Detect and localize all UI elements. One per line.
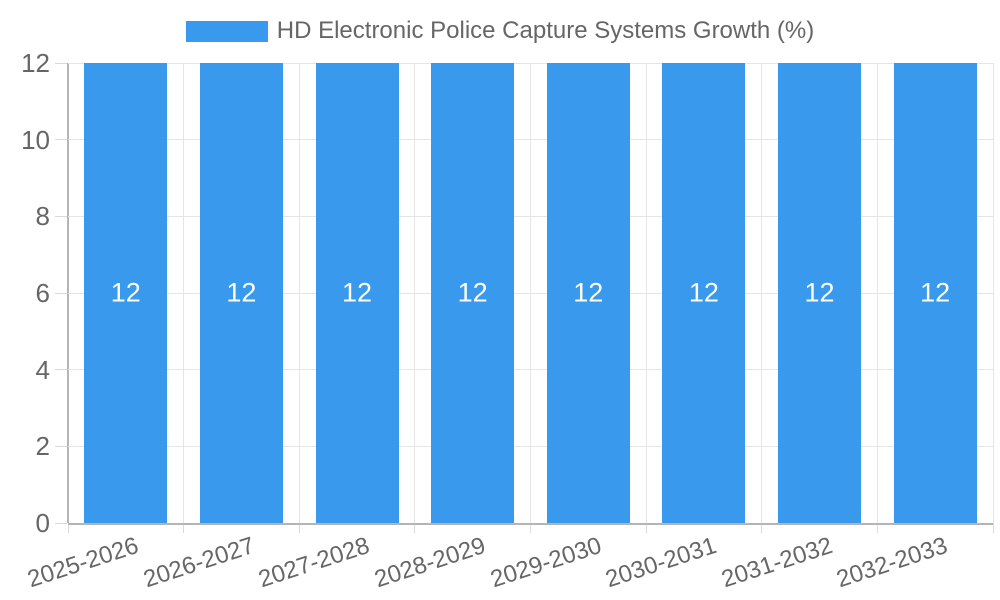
bar-value-label: 12 [573, 277, 604, 308]
x-gridline [761, 63, 763, 523]
legend-label: HD Electronic Police Capture Systems Gro… [276, 17, 815, 44]
bar[interactable]: 12 [84, 63, 168, 523]
x-axis-tick-label: 2027-2028 [255, 532, 374, 594]
bar[interactable]: 12 [893, 63, 977, 523]
bar[interactable]: 12 [315, 63, 399, 523]
legend-swatch [185, 20, 268, 42]
y-axis-tick-label: 12 [21, 48, 50, 78]
x-axis-line [68, 523, 993, 525]
x-axis-tick-label: 2030-2031 [602, 532, 720, 594]
chart-legend[interactable]: HD Electronic Police Capture Systems Gro… [0, 18, 1000, 44]
y-axis-tick-label: 2 [35, 431, 50, 462]
x-gridline [414, 63, 416, 523]
x-axis-tick [876, 523, 878, 533]
y-axis-tick [55, 292, 67, 294]
x-axis-tick [530, 523, 531, 533]
y-axis-tick-label: 0 [35, 508, 50, 538]
bar-value-label: 12 [226, 277, 257, 308]
bar[interactable]: 12 [431, 63, 515, 523]
bar-value-label: 12 [920, 277, 951, 308]
y-axis-tick [55, 369, 67, 371]
x-axis-tick [414, 523, 416, 533]
x-gridline [298, 63, 300, 523]
x-axis-tick [183, 523, 185, 533]
x-gridline [183, 63, 185, 523]
bar-value-label: 12 [688, 277, 719, 308]
x-gridline [645, 63, 647, 523]
x-axis-tick-label: 2031-2032 [718, 532, 836, 594]
x-gridline [530, 63, 531, 523]
y-axis-tick-label: 6 [35, 278, 50, 308]
y-axis-tick-label: 8 [35, 201, 50, 232]
x-axis-tick-label: 2032-2033 [833, 532, 952, 594]
x-axis-tick-label: 2028-2029 [371, 532, 489, 594]
x-axis-tick [298, 523, 300, 533]
y-axis-tick [55, 445, 67, 447]
y-axis-tick [55, 215, 67, 217]
plot-area: 12 12 12 12 12 12 12 12 [55, 62, 994, 525]
x-axis-tick [645, 523, 647, 533]
x-axis-tick [761, 523, 763, 533]
y-axis-tick-label: 4 [35, 354, 50, 385]
bar-value-label: 12 [342, 277, 373, 308]
y-axis-tick-label: 10 [21, 124, 50, 155]
bar-value-label: 12 [804, 277, 835, 308]
x-axis-tick [67, 523, 69, 533]
y-axis-tick [55, 139, 67, 141]
bar[interactable]: 12 [546, 63, 630, 523]
x-axis-tick-label: 2025-2026 [24, 532, 142, 594]
bar[interactable]: 12 [778, 63, 862, 523]
x-axis-tick-label: 2029-2030 [486, 532, 605, 594]
x-axis-tick-label: 2026-2027 [139, 532, 258, 594]
y-axis-tick [55, 522, 67, 524]
bar[interactable]: 12 [662, 63, 746, 523]
bar-value-label: 12 [110, 277, 141, 308]
bar-value-label: 12 [457, 277, 488, 308]
y-axis-tick [55, 62, 67, 64]
x-gridline [992, 63, 994, 523]
bar[interactable]: 12 [199, 63, 283, 523]
x-axis-tick [992, 523, 994, 533]
x-gridline [876, 63, 878, 523]
